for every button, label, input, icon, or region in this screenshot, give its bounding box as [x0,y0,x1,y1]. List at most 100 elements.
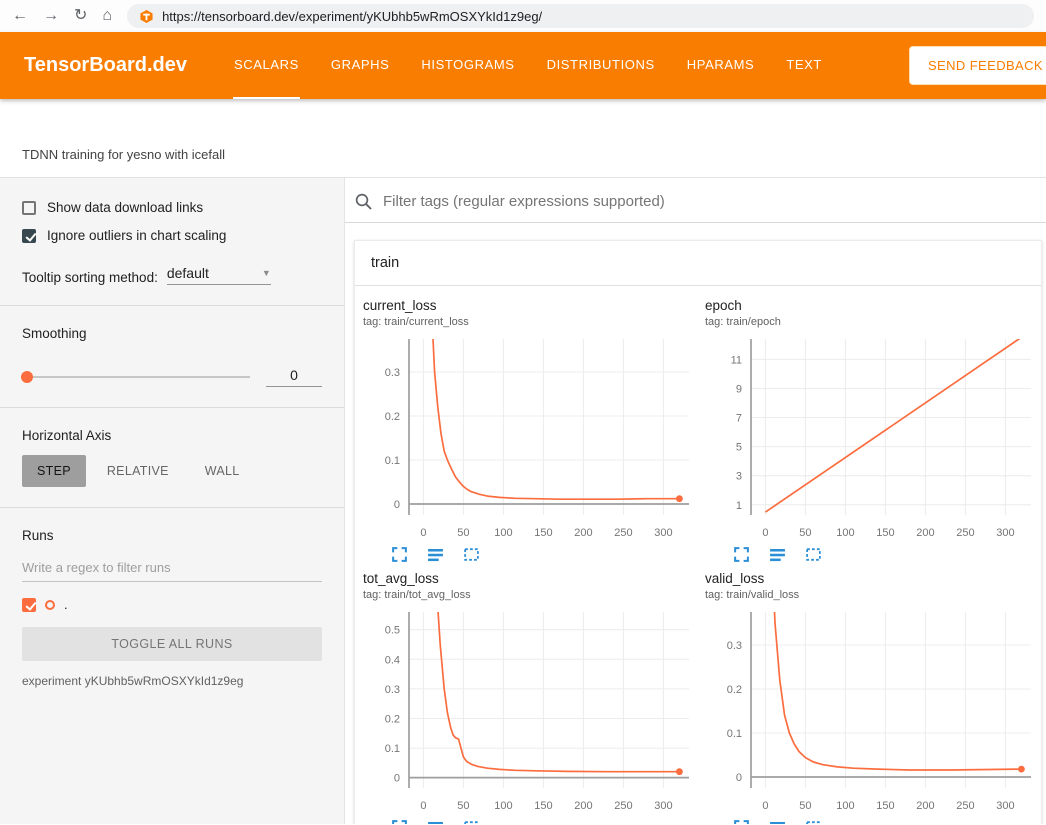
chart-title: current_loss [363,298,705,313]
line-chart[interactable]: 00.10.20.3050100150200250300 [705,606,1037,818]
relative-axis-button[interactable]: RELATIVE [92,455,184,487]
svg-text:7: 7 [736,413,742,425]
tag-filter-input[interactable] [383,193,1046,210]
data-table-icon[interactable] [769,546,786,563]
tab-scalars[interactable]: SCALARS [233,32,300,99]
smoothing-slider[interactable] [22,376,250,378]
svg-text:0: 0 [394,499,400,511]
svg-text:150: 150 [876,800,894,812]
svg-text:100: 100 [494,527,512,539]
refresh-icon[interactable]: ↻ [74,8,87,24]
svg-text:0.2: 0.2 [385,411,400,423]
svg-text:0: 0 [420,527,426,539]
chart-tag: tag: train/epoch [705,316,1046,328]
svg-text:200: 200 [574,527,592,539]
data-table-icon[interactable] [769,819,786,824]
chart-actions [363,819,705,824]
horizontal-axis-buttons: STEP RELATIVE WALL [22,455,322,487]
svg-text:300: 300 [996,800,1014,812]
svg-text:50: 50 [799,800,811,812]
tab-distributions[interactable]: DISTRIBUTIONS [546,32,656,99]
group-title[interactable]: train [355,241,1041,286]
fullscreen-icon[interactable] [733,546,750,563]
svg-text:300: 300 [654,527,672,539]
smoothing-value[interactable]: 0 [266,367,322,387]
slider-thumb[interactable] [21,371,33,383]
tab-hparams[interactable]: HPARAMS [686,32,756,99]
svg-text:250: 250 [614,800,632,812]
back-arrow-icon[interactable]: ← [12,8,28,24]
experiment-title: TDNN training for yesno with icefall [22,147,225,162]
svg-text:150: 150 [876,527,894,539]
tab-histograms[interactable]: HISTOGRAMS [420,32,515,99]
smoothing-label: Smoothing [22,326,322,341]
show-download-links-checkbox-row[interactable]: Show data download links [22,200,322,215]
divider [0,305,344,306]
fit-domain-icon[interactable] [463,819,480,824]
horizontal-axis-label: Horizontal Axis [22,428,322,443]
svg-text:0.3: 0.3 [385,367,400,379]
ignore-outliers-checkbox-row[interactable]: Ignore outliers in chart scaling [22,228,322,243]
chart-title: valid_loss [705,571,1046,586]
tooltip-sorting-dropdown[interactable]: default ▼ [167,265,271,285]
fullscreen-icon[interactable] [391,546,408,563]
tab-graphs[interactable]: GRAPHS [330,32,391,99]
search-icon [354,192,373,211]
settings-sidebar: Show data download links Ignore outliers… [0,178,345,824]
svg-text:0: 0 [762,800,768,812]
scalars-dashboard: train current_loss tag: train/current_lo… [345,178,1046,824]
svg-text:0: 0 [736,772,742,784]
svg-text:100: 100 [836,800,854,812]
svg-text:200: 200 [916,527,934,539]
svg-text:250: 250 [956,527,974,539]
fit-domain-icon[interactable] [463,546,480,563]
svg-text:3: 3 [736,471,742,483]
line-chart[interactable]: 00.10.20.30.40.5050100150200250300 [363,606,695,818]
data-table-icon[interactable] [427,819,444,824]
toggle-all-runs-button[interactable]: TOGGLE ALL RUNS [22,627,322,661]
train-group-card: train current_loss tag: train/current_lo… [354,240,1042,824]
chart-actions [705,819,1046,824]
chart-actions [363,546,705,563]
svg-text:150: 150 [534,527,552,539]
svg-text:100: 100 [494,800,512,812]
checkbox-icon[interactable] [22,229,36,243]
svg-text:0: 0 [762,527,768,539]
tensorboard-favicon [140,10,153,23]
fit-domain-icon[interactable] [805,546,822,563]
home-icon[interactable]: ⌂ [102,8,112,24]
fit-domain-icon[interactable] [805,819,822,824]
forward-arrow-icon[interactable]: → [43,8,59,24]
svg-text:0.1: 0.1 [385,455,400,467]
wall-axis-button[interactable]: WALL [190,455,255,487]
fullscreen-icon[interactable] [391,819,408,824]
smoothing-slider-row: 0 [22,367,322,387]
svg-text:150: 150 [534,800,552,812]
data-table-icon[interactable] [427,546,444,563]
send-feedback-button[interactable]: SEND FEEDBACK [909,46,1046,85]
chart-card-valid-loss: valid_loss tag: train/valid_loss 00.10.2… [705,571,1046,824]
line-chart[interactable]: 1357911050100150200250300 [705,333,1037,545]
checkbox-icon[interactable] [22,201,36,215]
fullscreen-icon[interactable] [733,819,750,824]
chart-tag: tag: train/current_loss [363,316,705,328]
app-logo[interactable]: TensorBoard.dev [24,54,187,77]
svg-text:0.4: 0.4 [385,654,400,666]
address-bar[interactable]: https://tensorboard.dev/experiment/yKUbh… [127,4,1034,28]
run-color-swatch-icon [45,600,55,610]
run-checkbox-icon[interactable] [22,598,36,612]
run-list-item[interactable]: . [22,597,322,612]
tooltip-sorting-row: Tooltip sorting method: default ▼ [22,265,322,285]
svg-text:1: 1 [736,500,742,512]
chart-tag: tag: train/valid_loss [705,589,1046,601]
app-header: TensorBoard.dev SCALARS GRAPHS HISTOGRAM… [0,32,1046,99]
svg-text:50: 50 [457,527,469,539]
experiment-caption: experiment yKUbhb5wRmOSXYkId1z9eg [22,674,322,688]
tab-text[interactable]: TEXT [785,32,823,99]
runs-filter-input[interactable] [22,553,322,582]
step-axis-button[interactable]: STEP [22,455,86,487]
svg-text:300: 300 [654,800,672,812]
divider [0,407,344,408]
svg-text:50: 50 [457,800,469,812]
line-chart[interactable]: 00.10.20.3050100150200250300 [363,333,695,545]
